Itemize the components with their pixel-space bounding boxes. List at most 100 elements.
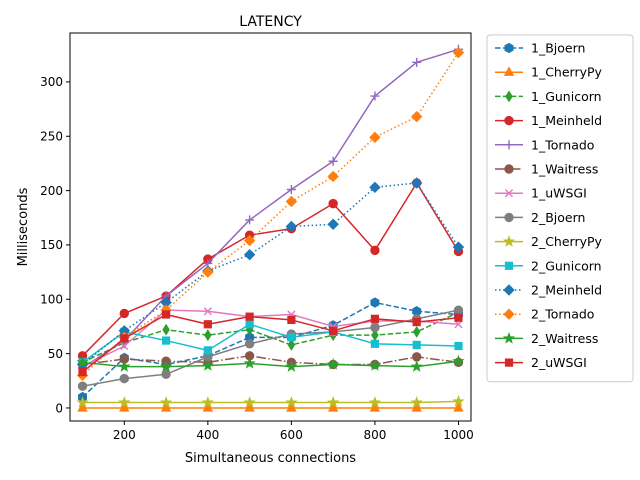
series-line-2-bjoern [82,309,459,387]
data-point-1-cherrypy-700 [327,402,339,412]
axis-ticks: 200 400 600 800 1000 0 50 100 150 200 250 300 [40,75,474,442]
series-line-2-cherrypy [82,400,459,404]
series-line-2-waitress [82,360,459,368]
data-point-2-bjoern-800 [370,322,380,333]
data-point-1-tornado-600 [286,185,296,195]
legend: 1_Bjoern 1_CherryPy 1_Gunicorn 1_Meinheld 1_… [486,34,634,383]
x-tick-label: 600 [280,428,303,442]
legend-entry-1-meinheld: 1_Meinheld [495,113,602,128]
data-point-1-bjoern-800 [370,297,380,308]
data-point-2-waitress-200 [118,360,131,372]
data-point-2-meinheld-600 [285,220,298,233]
data-point-1-meinheld-200 [119,308,130,319]
y-tick-label: 250 [40,130,63,144]
series-2-waitress [76,354,465,372]
data-point-2-bjoern-300 [161,369,171,379]
legend-marker [502,331,516,344]
legend-label: 1_CherryPy [531,65,603,80]
legend-label: 2_Meinheld [531,283,602,298]
series-line-1-bjoern [82,301,459,398]
data-point-1-meinheld-800 [370,245,380,256]
legend-marker [504,212,514,223]
legend-marker [503,308,515,320]
series-line-2-tornado [82,52,460,376]
data-point-1-cherrypy-400 [202,402,214,412]
data-point-2-cherrypy-500 [243,396,256,408]
legend-label: 1_Meinheld [531,113,602,128]
legend-frame [486,34,634,383]
data-point-1-tornado-500 [245,215,255,225]
data-point-1-cherrypy-900 [411,402,422,412]
data-point-2-uwsgi-500 [245,312,254,321]
series-1-cherrypy [77,402,464,412]
data-point-2-uwsgi-200 [120,334,129,343]
chart-title: LATENCY [239,14,302,30]
series-line-1-meinheld [81,182,460,357]
data-point-1-gunicorn-400 [204,329,212,342]
series-line-2-uwsgi [82,313,459,373]
legend-entry-2-uwsgi: 2_uWSGI [495,355,587,370]
legend-label: 2_Gunicorn [531,258,602,273]
y-tick-label: 50 [48,347,63,361]
data-point-2-cherrypy-400 [201,396,214,408]
data-point-2-waitress-800 [368,359,382,371]
data-point-2-meinheld-700 [327,218,339,230]
legend-entry-2-bjoern: 2_Bjoern [495,210,585,225]
legend-label: 2_Tornado [531,307,594,322]
legend-entry-2-cherrypy: 2_CherryPy [495,234,603,249]
data-point-2-waitress-600 [285,360,298,372]
y-tick-label: 100 [40,293,63,307]
data-point-2-gunicorn-300 [161,336,171,345]
series-line-1-tornado [82,48,459,369]
plot-area [76,44,465,412]
legend-entry-1-cherrypy: 1_CherryPy [495,65,603,80]
legend-label: 1_uWSGI [531,186,587,201]
legend-entry-2-tornado: 2_Tornado [495,307,594,322]
data-point-2-uwsgi-100 [78,367,87,377]
series-1-tornado [78,44,463,373]
data-point-2-cherrypy-800 [368,396,382,408]
data-point-2-gunicorn-600 [287,333,296,342]
data-point-2-waitress-1000 [452,354,465,367]
data-point-1-cherrypy-800 [369,402,381,412]
data-point-2-gunicorn-500 [245,320,254,329]
data-point-2-tornado-900 [410,110,423,123]
legend-marker [504,164,514,174]
data-point-1-uwsgi-1000 [454,320,463,329]
legend-label: 2_uWSGI [531,355,587,370]
x-tick-label: 400 [196,428,219,442]
data-point-1-cherrypy-600 [286,402,297,412]
data-point-2-cherrypy-1000 [452,395,465,407]
legend-label: 1_Waitress [531,162,598,177]
y-axis-label: Milliseconds [16,187,31,266]
data-point-1-cherrypy-500 [244,402,255,412]
data-point-1-uwsgi-200 [120,341,129,351]
data-point-2-cherrypy-100 [76,396,89,408]
data-point-2-cherrypy-300 [159,396,173,408]
data-point-2-bjoern-100 [77,381,88,391]
data-point-1-gunicorn-300 [162,323,170,336]
data-point-2-tornado-1000 [452,46,465,59]
legend-entry-2-meinheld: 2_Meinheld [495,283,602,298]
data-point-1-uwsgi-400 [203,307,212,316]
data-point-2-waitress-900 [410,360,423,372]
data-point-2-gunicorn-900 [412,340,421,350]
data-point-2-tornado-700 [327,170,339,183]
legend-marker [504,42,514,54]
data-point-2-cherrypy-700 [327,396,340,408]
data-point-2-tornado-800 [369,131,381,144]
data-point-2-waitress-400 [201,359,214,371]
legend-entry-2-gunicorn: 2_Gunicorn [495,258,602,273]
data-point-2-waitress-500 [243,356,256,369]
x-tick-label: 1000 [443,428,474,442]
data-point-2-waitress-700 [327,358,340,370]
data-point-2-tornado-500 [243,234,256,247]
data-point-2-gunicorn-400 [203,346,212,355]
series-2-cherrypy [76,395,465,408]
data-point-2-uwsgi-800 [370,314,380,323]
data-point-2-cherrypy-600 [285,396,298,408]
data-point-2-tornado-600 [285,195,298,208]
legend-entry-2-waitress: 2_Waitress [495,331,598,346]
data-point-2-meinheld-900 [410,177,423,189]
data-point-2-cherrypy-200 [118,396,131,408]
